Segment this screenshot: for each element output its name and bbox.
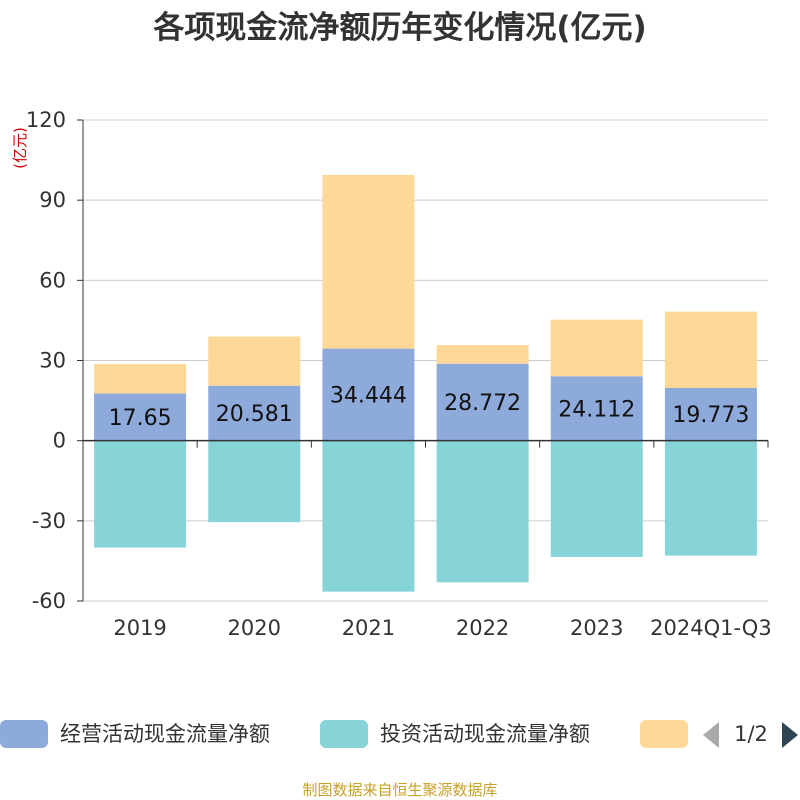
x-tick-label: 2019 bbox=[113, 616, 166, 640]
legend-swatch bbox=[0, 720, 48, 748]
x-tick-label: 2021 bbox=[342, 616, 395, 640]
y-tick-label: 30 bbox=[39, 349, 66, 373]
bar-operating-2024Q1-Q3 bbox=[664, 387, 757, 441]
data-source-note: 制图数据来自恒生聚源数据库 bbox=[302, 781, 497, 799]
data-labels: 17.65 20.581 34.444 28.772 24.112 19.773 bbox=[109, 384, 750, 431]
y-tick-label: -60 bbox=[32, 589, 66, 613]
x-tick-label: 2023 bbox=[570, 616, 623, 640]
bar-operating-2022 bbox=[436, 363, 529, 441]
data-label-operating-2020: 20.581 bbox=[216, 402, 293, 427]
legend-page-indicator: 1/2 bbox=[734, 722, 768, 746]
y-tick-label: 60 bbox=[39, 268, 66, 292]
axes: -60 -30 0 30 60 90 120 2019 2020 2021 2022 2023 2024… bbox=[26, 108, 772, 640]
gridlines bbox=[83, 119, 768, 602]
data-label-operating-2023: 24.112 bbox=[558, 397, 635, 422]
bar-other-2022 bbox=[436, 345, 529, 364]
bar-other-2019 bbox=[94, 364, 187, 394]
y-tick-label: 90 bbox=[39, 188, 66, 212]
bar-investing-2021 bbox=[322, 440, 415, 592]
bar-operating-2019 bbox=[94, 393, 187, 441]
data-label-operating-2021: 34.444 bbox=[330, 384, 407, 409]
bar-investing-2020 bbox=[208, 440, 301, 523]
data-label-operating-2022: 28.772 bbox=[444, 391, 521, 416]
bar-operating-2023 bbox=[550, 376, 643, 441]
bar-operating-2021 bbox=[322, 348, 415, 441]
y-tick-label: 120 bbox=[26, 108, 66, 132]
bar-other-2020 bbox=[208, 336, 301, 386]
bar-other-2023 bbox=[550, 319, 643, 377]
legend-prev-page-icon[interactable] bbox=[703, 722, 719, 748]
bar-investing-2022 bbox=[436, 440, 529, 583]
x-tick-label: 2024Q1-Q3 bbox=[650, 616, 772, 640]
bar-operating-2020 bbox=[208, 385, 301, 441]
bar-investing-2023 bbox=[550, 440, 643, 557]
legend-item-2[interactable]: 投资活动现金流量净额 bbox=[320, 720, 590, 748]
chart-title: 各项现金流净额历年变化情况(亿元) bbox=[152, 10, 646, 46]
legend-item-1[interactable]: 经营活动现金流量净额 bbox=[0, 720, 270, 748]
legend-swatch bbox=[640, 720, 688, 748]
legend: 经营活动现金流量净额 投资活动现金流量净额 1/2 bbox=[0, 720, 798, 748]
bar-other-2021 bbox=[322, 174, 415, 349]
y-tick-label: -30 bbox=[32, 509, 66, 533]
legend-swatch bbox=[320, 720, 368, 748]
x-tick-label: 2022 bbox=[456, 616, 509, 640]
data-label-operating-2024Q1-Q3: 19.773 bbox=[672, 403, 749, 428]
x-tick-label: 2020 bbox=[228, 616, 281, 640]
legend-label: 经营活动现金流量净额 bbox=[60, 722, 270, 746]
legend-item-3[interactable] bbox=[640, 720, 688, 748]
bar-investing-2019 bbox=[94, 440, 187, 548]
bars bbox=[94, 174, 757, 592]
data-label-operating-2019: 17.65 bbox=[109, 406, 172, 431]
bar-investing-2024Q1-Q3 bbox=[664, 440, 757, 556]
y-tick-label: 0 bbox=[53, 429, 66, 453]
legend-label: 投资活动现金流量净额 bbox=[380, 722, 590, 746]
y-axis-unit-label: (亿元) bbox=[11, 127, 29, 169]
legend-next-page-icon[interactable] bbox=[782, 722, 798, 748]
bar-other-2024Q1-Q3 bbox=[664, 311, 757, 388]
